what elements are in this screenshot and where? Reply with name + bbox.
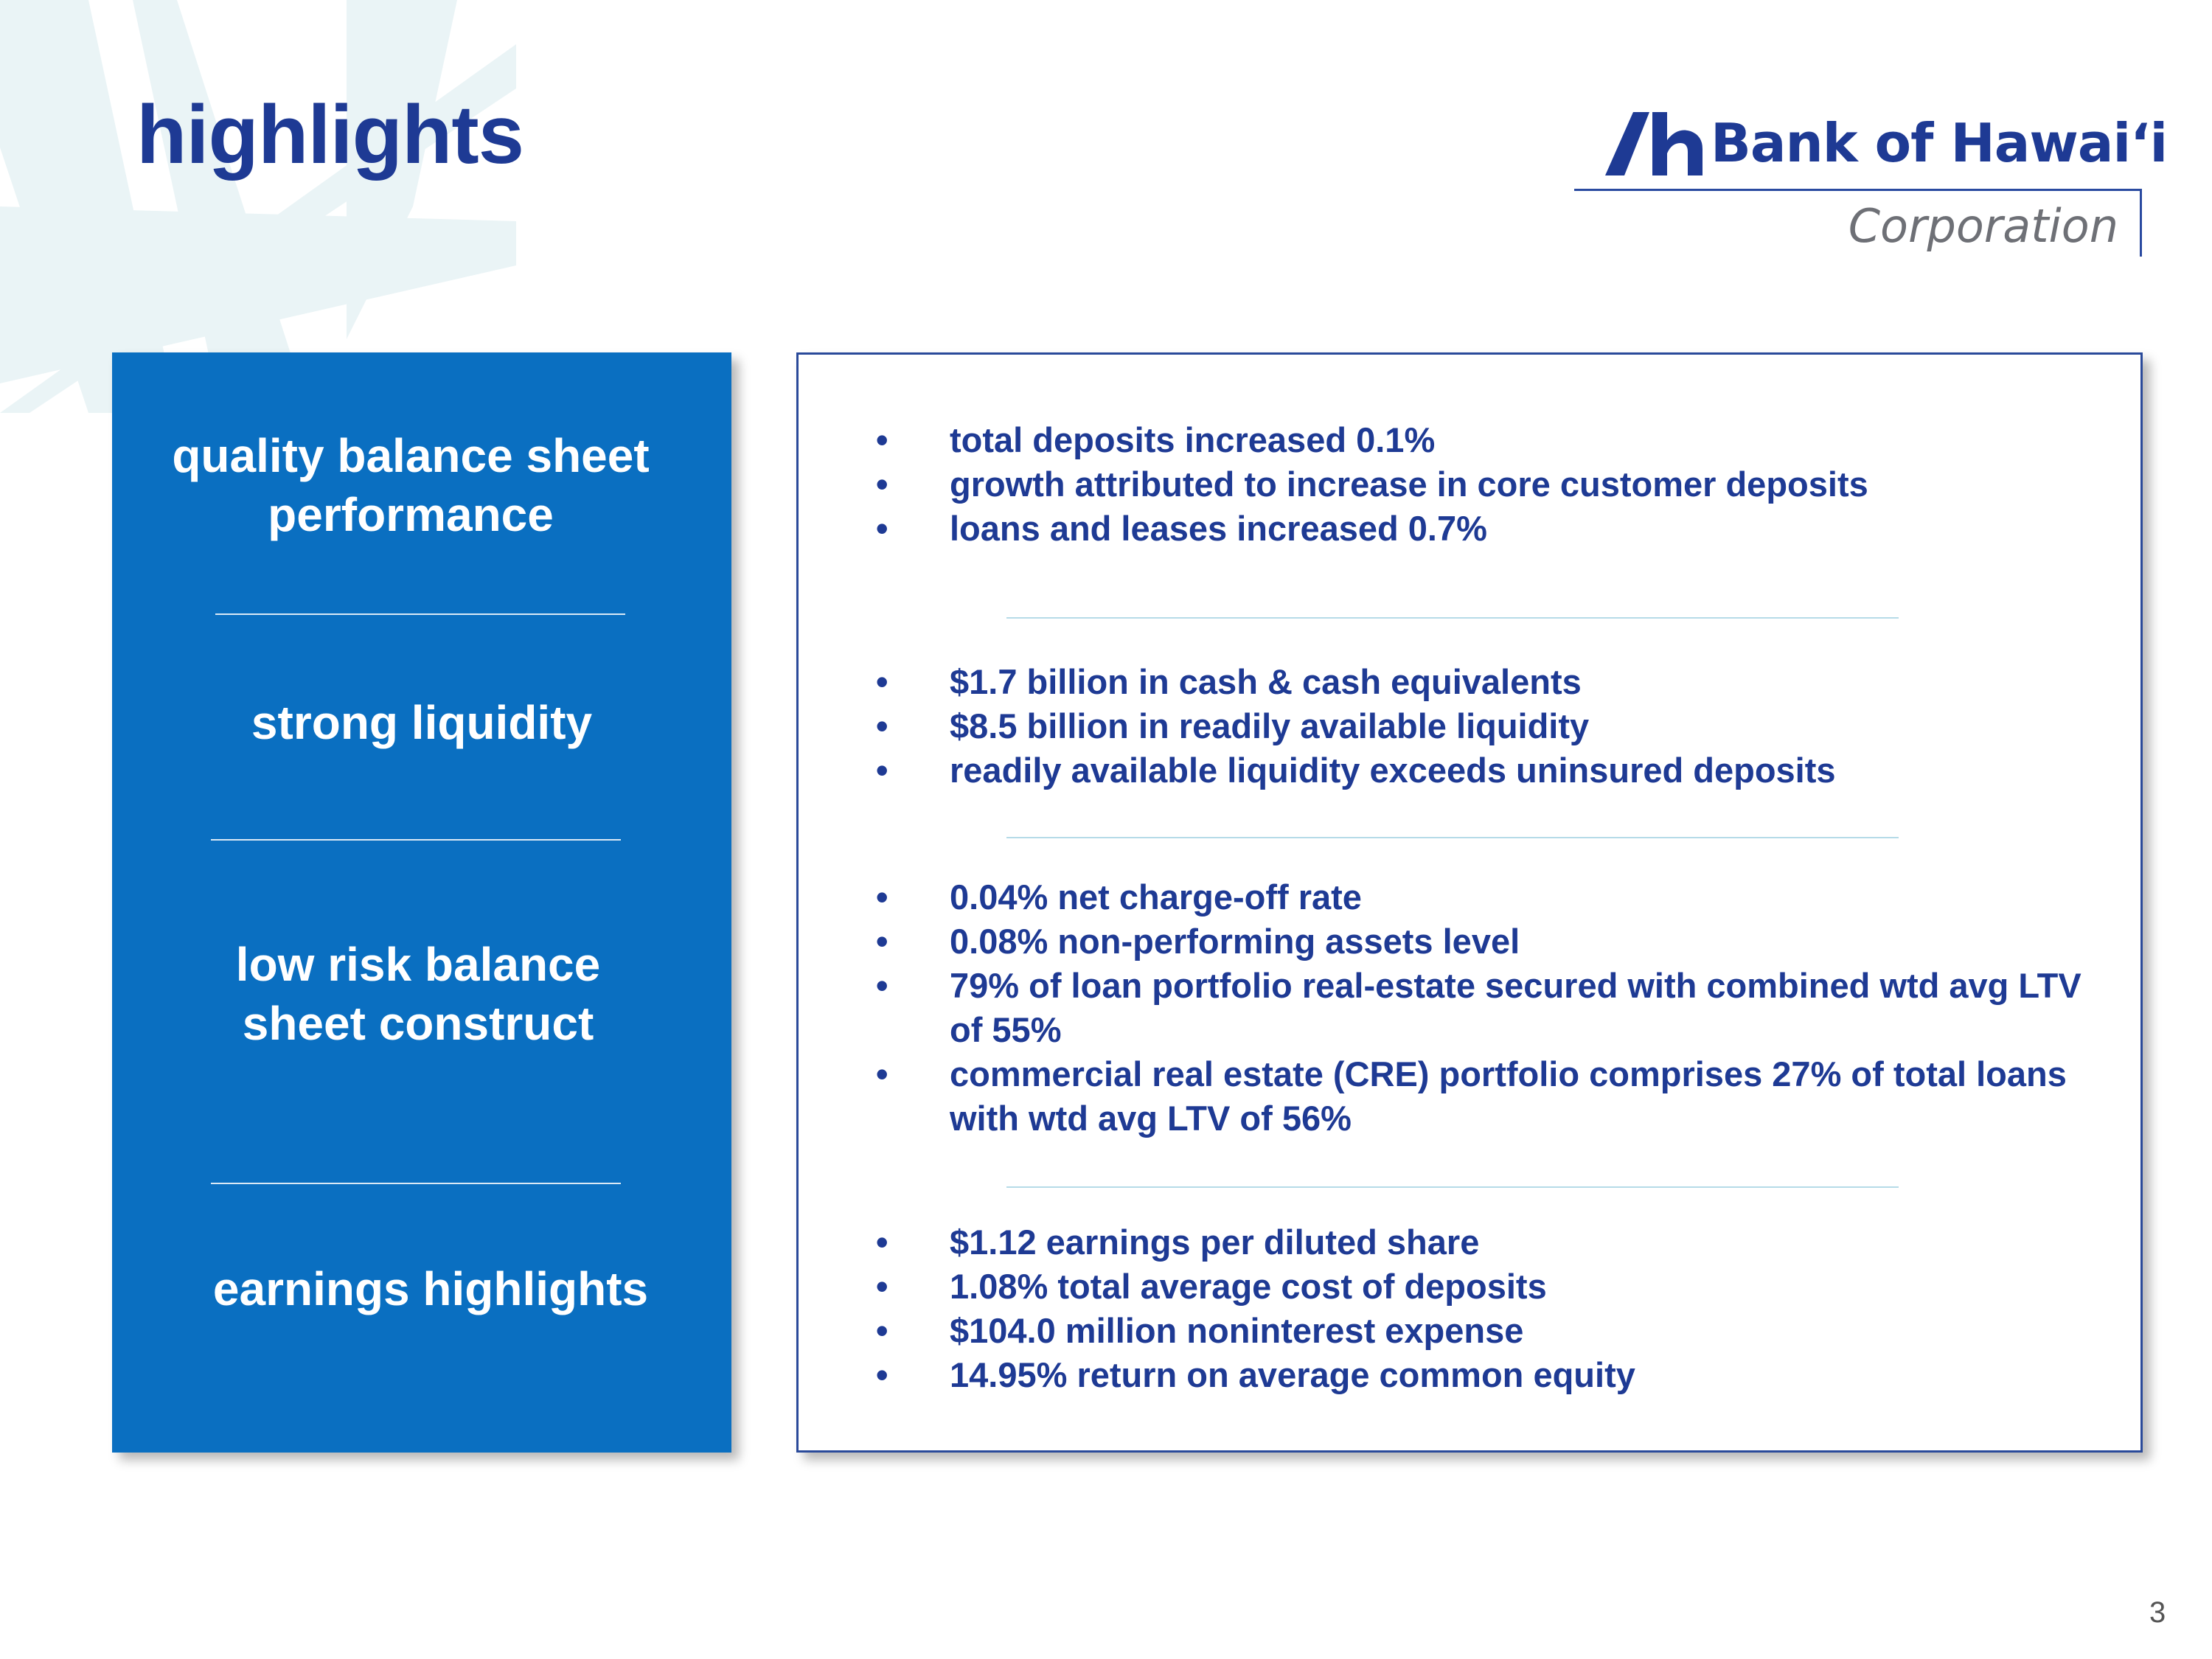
list-item: readily available liquidity exceeds unin… [799,748,2145,793]
bank-logo-mark-icon [1605,112,1703,175]
list-item: 14.95% return on average common equity [799,1353,2145,1397]
list-item: growth attributed to increase in core cu… [799,462,2145,507]
category-divider [211,1183,621,1184]
background-star-decoration [0,0,516,413]
list-item: $104.0 million noninterest expense [799,1309,2145,1353]
bullet-list-earnings: $1.12 earnings per diluted share 1.08% t… [799,1220,2145,1397]
category-label-liquidity: strong liquidity [251,696,593,749]
logo-rule-vertical [2140,189,2142,257]
category-label-balance-sheet: quality balance sheet performance [172,429,650,541]
category-panel: quality balance sheet performance strong… [112,352,731,1453]
list-item: $8.5 billion in readily available liquid… [799,704,2145,748]
bullet-list-balance-sheet: total deposits increased 0.1% growth att… [799,418,2145,551]
category-divider [211,839,621,841]
list-item: $1.12 earnings per diluted share [799,1220,2145,1265]
category-label-earnings: earnings highlights [212,1262,649,1315]
section-divider [1006,1186,1899,1188]
page-number: 3 [2149,1596,2166,1629]
list-item: $1.7 billion in cash & cash equivalents [799,660,2145,704]
section-divider [1006,837,1899,838]
bank-logo: Bank of Hawaiʻi Corporation [1574,103,2168,265]
list-item: 79% of loan portfolio real-estate secure… [799,964,2145,1052]
list-item: 0.04% net charge-off rate [799,875,2145,919]
logo-rule-horizontal [1574,189,2142,191]
section-divider [1006,617,1899,619]
bullet-list-low-risk: 0.04% net charge-off rate 0.08% non-perf… [799,875,2145,1141]
list-item: total deposits increased 0.1% [799,418,2145,462]
bank-logo-name: Bank of Hawaiʻi [1711,112,2168,174]
highlights-content-panel: total deposits increased 0.1% growth att… [796,352,2143,1453]
bullet-list-liquidity: $1.7 billion in cash & cash equivalents … [799,660,2145,793]
bank-logo-subtitle: Corporation [1848,199,2118,253]
category-divider [215,613,625,615]
list-item: commercial real estate (CRE) portfolio c… [799,1052,2145,1141]
page-title: highlights [136,88,524,181]
list-item: loans and leases increased 0.7% [799,507,2145,551]
list-item: 0.08% non-performing assets level [799,919,2145,964]
list-item: 1.08% total average cost of deposits [799,1265,2145,1309]
category-label-low-risk: low risk balance sheet construct [235,938,601,1050]
